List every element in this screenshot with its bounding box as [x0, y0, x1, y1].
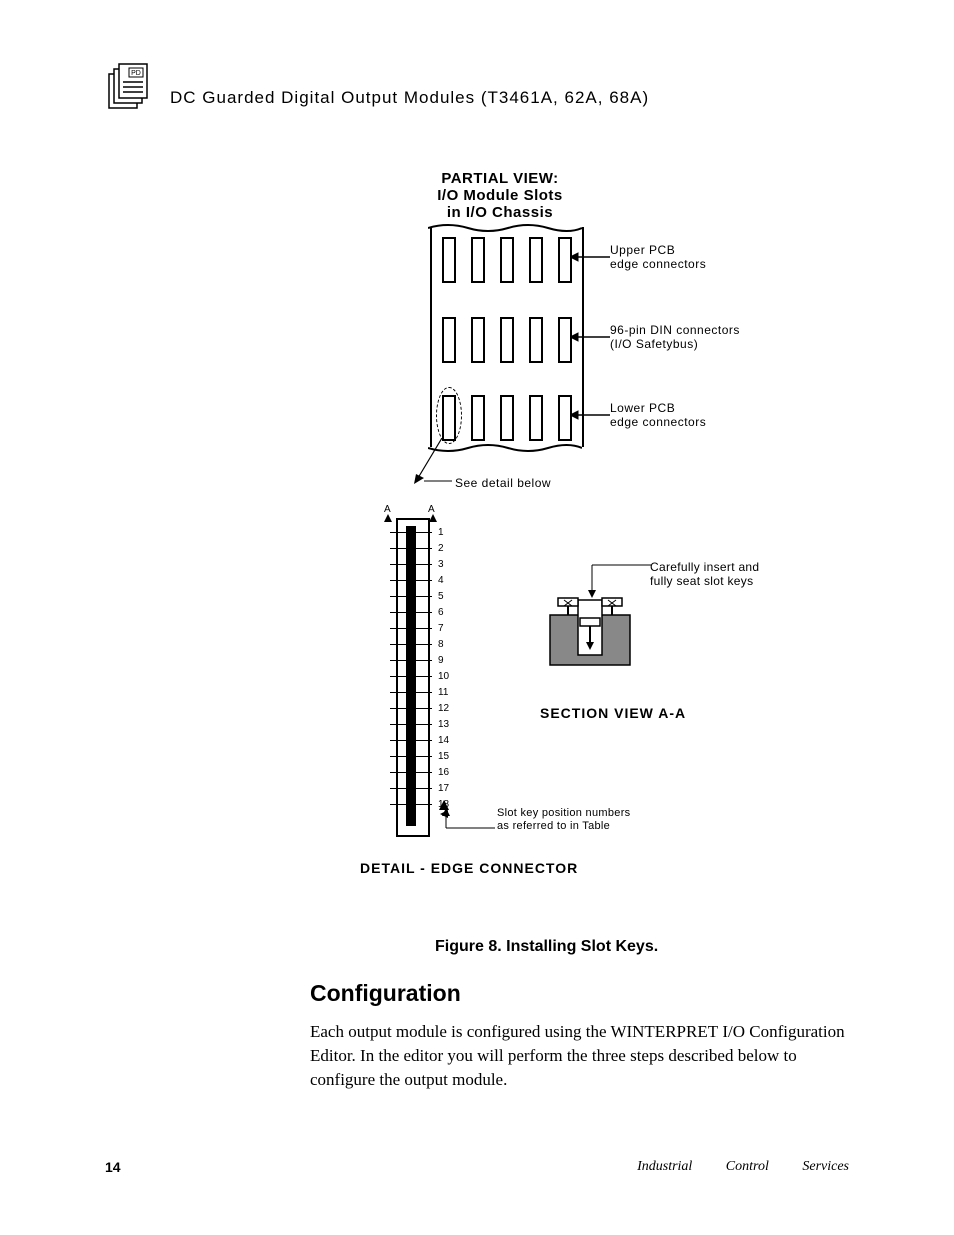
slot — [529, 317, 543, 363]
slot — [471, 237, 485, 283]
slotkey-label: Slot key position numbers as referred to… — [497, 807, 630, 833]
slot — [500, 395, 514, 441]
upper-connector-row — [442, 237, 572, 283]
pv-line3: in I/O Chassis — [447, 204, 553, 221]
edge-tick — [390, 788, 432, 789]
slotkey-up-arrow — [437, 800, 451, 814]
label-upper-pcb: Upper PCB edge connectors — [610, 243, 706, 271]
configuration-heading: Configuration — [310, 980, 461, 1007]
edge-tick — [390, 676, 432, 677]
figure-caption: Figure 8. Installing Slot Keys. — [435, 938, 658, 956]
arrow-upper — [570, 252, 610, 262]
edge-tick — [390, 724, 432, 725]
edge-tick-number: 14 — [438, 735, 449, 746]
pd-document-icon: PD — [105, 62, 153, 110]
io-chassis-partial-view — [430, 227, 584, 447]
detail-title: DETAIL - EDGE CONNECTOR — [360, 860, 578, 876]
see-detail-label: See detail below — [455, 476, 551, 490]
arrow-lower — [570, 410, 610, 420]
edge-tick-number: 1 — [438, 527, 444, 538]
edge-connector-detail: A A 123456789101112131415161718 — [380, 518, 450, 838]
edge-tick — [390, 532, 432, 533]
edge-tick-number: 12 — [438, 703, 449, 714]
edge-tick-number: 17 — [438, 783, 449, 794]
section-view-title: SECTION VIEW A-A — [540, 705, 686, 721]
edge-tick — [390, 612, 432, 613]
edge-tick — [390, 596, 432, 597]
edge-tick-number: 5 — [438, 591, 444, 602]
page: PD DC Guarded Digital Output Modules (T3… — [0, 0, 954, 1235]
edge-tick — [390, 564, 432, 565]
document-title: DC Guarded Digital Output Modules (T3461… — [170, 88, 649, 108]
slot — [471, 395, 485, 441]
detail-callout-circle — [436, 387, 462, 444]
edge-tick-number: 8 — [438, 639, 444, 650]
din-connector-row — [442, 317, 572, 363]
edge-tick-number: 3 — [438, 559, 444, 570]
slotkey-arrow — [440, 810, 500, 840]
edge-tick-number: 10 — [438, 671, 449, 682]
A-arrow-right — [428, 514, 438, 524]
section-insert-label: Carefully insert and fully seat slot key… — [650, 560, 759, 588]
edge-tick-number: 2 — [438, 543, 444, 554]
pv-line2: I/O Module Slots — [437, 187, 563, 204]
edge-tick-number: 9 — [438, 655, 444, 666]
edge-tick-number: 6 — [438, 607, 444, 618]
page-number: 14 — [105, 1159, 121, 1175]
edge-tick-number: 16 — [438, 767, 449, 778]
label-lower-pcb: Lower PCB edge connectors — [610, 401, 706, 429]
edge-tick-number: 4 — [438, 575, 444, 586]
edge-tick — [390, 708, 432, 709]
slot — [529, 237, 543, 283]
slot — [500, 317, 514, 363]
footer-company: Industrial Control Services — [637, 1159, 849, 1175]
edge-tick — [390, 628, 432, 629]
edge-tick-number: 15 — [438, 751, 449, 762]
A-arrow-left — [383, 514, 393, 524]
arrow-mid — [570, 332, 610, 342]
slot — [500, 237, 514, 283]
section-label-arrow — [582, 560, 652, 600]
configuration-paragraph: Each output module is configured using t… — [310, 1020, 850, 1092]
edge-tick — [390, 548, 432, 549]
edge-tick — [390, 804, 432, 805]
edge-tick — [390, 580, 432, 581]
edge-tick — [390, 660, 432, 661]
edge-tick-number: 11 — [438, 687, 448, 698]
pv-line1: PARTIAL VIEW: — [441, 170, 558, 187]
slot — [529, 395, 543, 441]
edge-tick — [390, 740, 432, 741]
edge-tick — [390, 692, 432, 693]
see-detail-arrow — [412, 438, 454, 488]
edge-tick — [390, 644, 432, 645]
figure-installing-slot-keys: PARTIAL VIEW: I/O Module Slots in I/O Ch… — [310, 160, 880, 960]
edge-tick — [390, 772, 432, 773]
para-sc: INTERPRET — [626, 1022, 718, 1041]
para-pre: Each output module is configured using t… — [310, 1022, 626, 1041]
label-din: 96-pin DIN connectors (I/O Safetybus) — [610, 323, 740, 351]
svg-text:PD: PD — [131, 70, 141, 77]
slot — [442, 317, 456, 363]
edge-tick-number: 13 — [438, 719, 449, 730]
slot — [471, 317, 485, 363]
partial-view-title: PARTIAL VIEW: I/O Module Slots in I/O Ch… — [405, 170, 595, 221]
slot — [442, 237, 456, 283]
edge-tick — [390, 756, 432, 757]
edge-tick-number: 7 — [438, 623, 444, 634]
